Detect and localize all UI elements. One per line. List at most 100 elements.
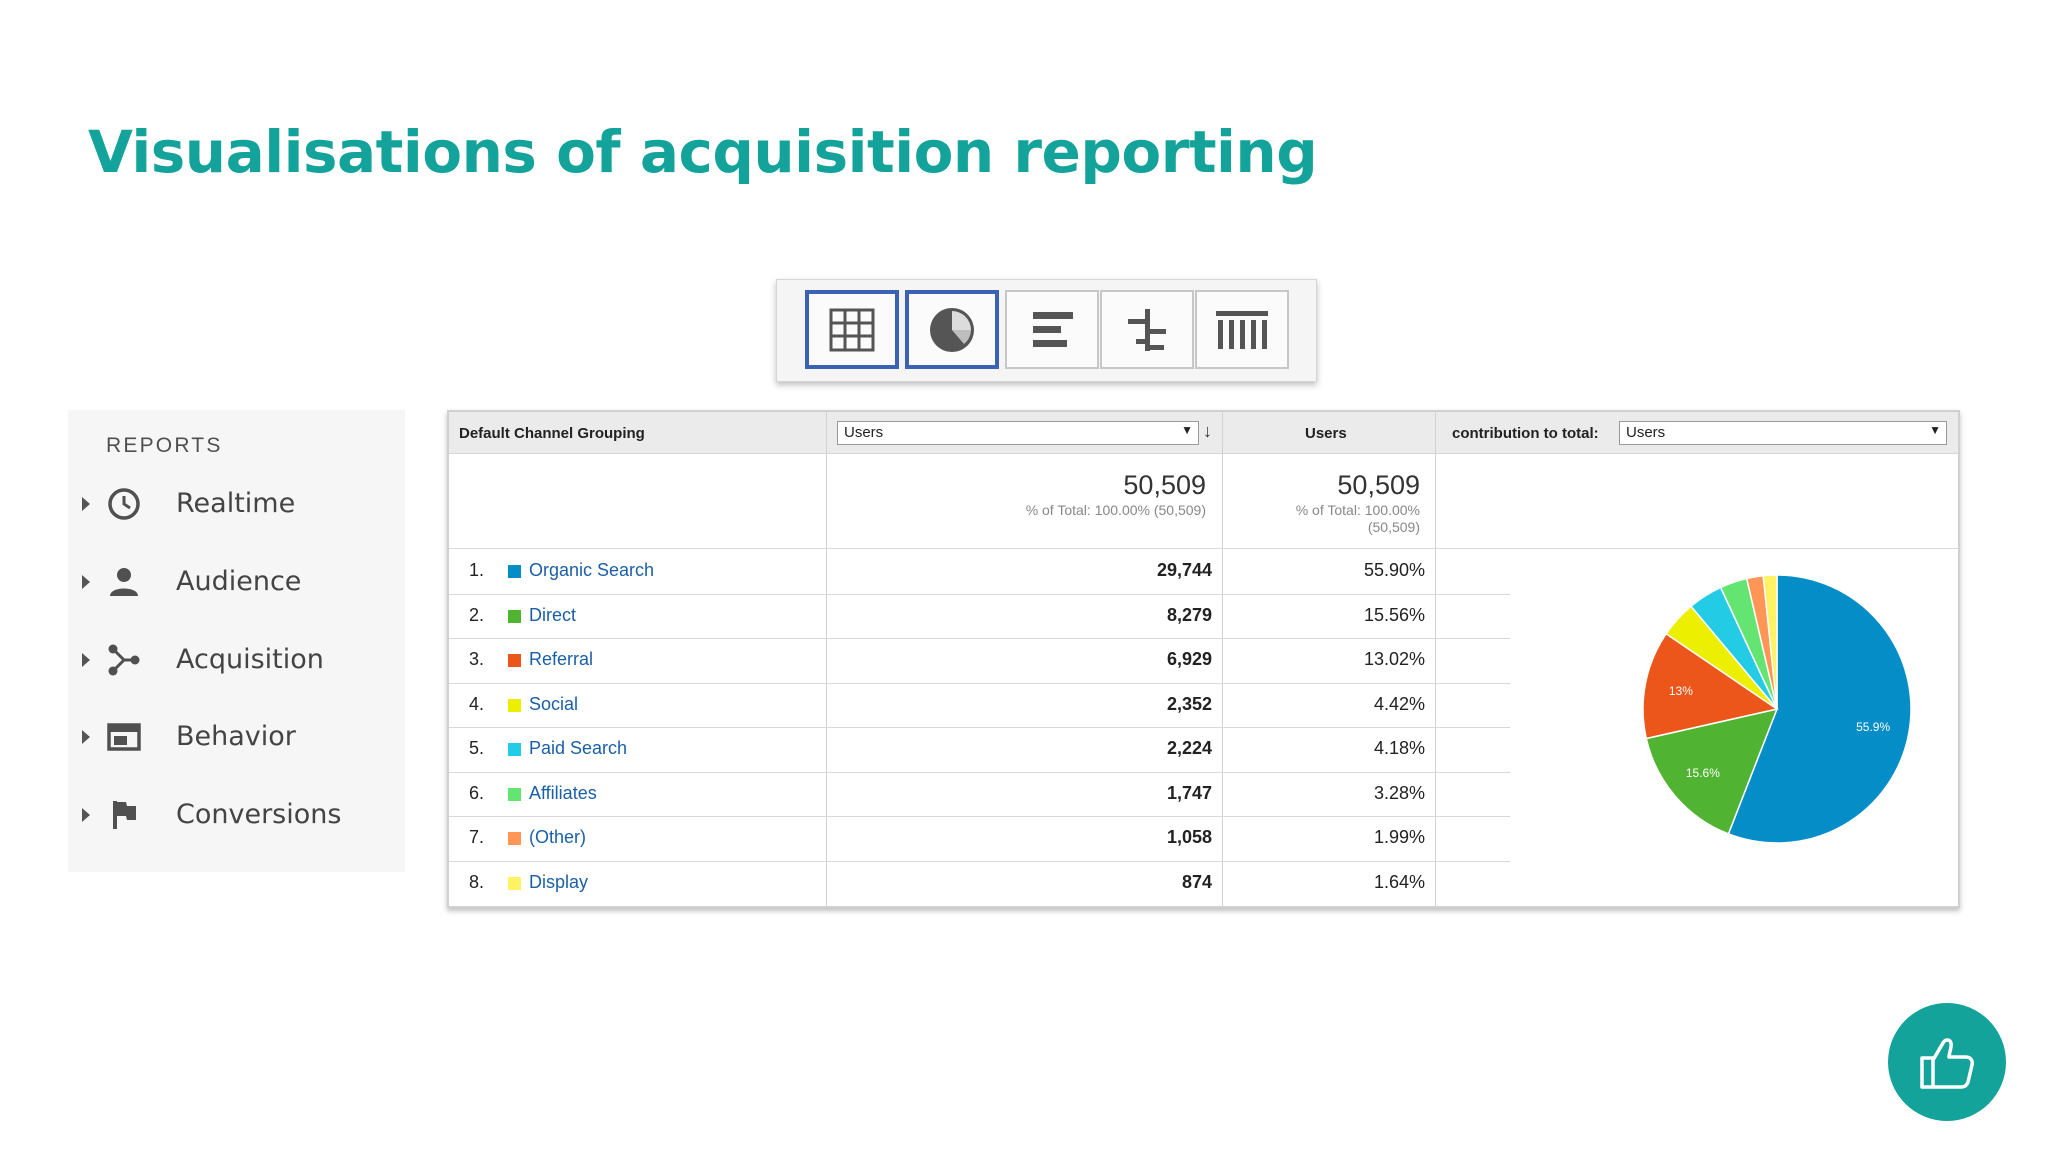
- legend-swatch: [508, 698, 521, 712]
- sidebar-item-realtime[interactable]: Realtime: [68, 474, 405, 534]
- row-number: 5.: [469, 738, 485, 758]
- total-metric-subtext: % of Total: 100.00% (50,509): [1025, 502, 1206, 518]
- channel-link[interactable]: (Other): [529, 827, 587, 847]
- acquisition-report-table: Default Channel Grouping Users ▼ ↓ Users…: [447, 410, 1960, 908]
- users-value: 8,279: [1166, 604, 1212, 625]
- contribution-pie-chart: 55.9% 15.6% 13%: [1510, 552, 1958, 906]
- users-value: 1,747: [1166, 782, 1212, 803]
- pie-slice-direct: [1645, 707, 1779, 835]
- legend-swatch: [508, 787, 521, 801]
- channel-link[interactable]: Organic Search: [529, 560, 655, 580]
- users-column-header[interactable]: Users: [1305, 425, 1347, 442]
- sidebar-item-conversions[interactable]: Conversions: [68, 785, 405, 845]
- row-number: 4.: [469, 693, 485, 714]
- legend-swatch: [508, 565, 521, 578]
- performance-view-button[interactable]: [1005, 290, 1099, 369]
- grid-table-icon: [829, 308, 875, 351]
- row-number: 7.: [469, 827, 485, 847]
- channel-link[interactable]: Paid Search: [529, 738, 628, 758]
- percent-value: 55.90%: [1363, 560, 1425, 580]
- sort-descending-icon[interactable]: ↓: [1203, 421, 1212, 441]
- sidebar-heading: REPORTS: [106, 434, 223, 457]
- comparison-icon: [1128, 308, 1166, 351]
- metric-select-value: Users: [844, 424, 884, 441]
- sidebar-item-label: Acquisition: [176, 644, 324, 675]
- channel-link[interactable]: Referral: [529, 649, 594, 669]
- percent-value: 4.18%: [1373, 738, 1425, 758]
- legend-swatch: [508, 876, 521, 890]
- metric-select[interactable]: Users ▼: [837, 421, 1199, 445]
- legend-swatch: [508, 743, 521, 756]
- sidebar-item-label: Behavior: [176, 721, 296, 752]
- channel-link[interactable]: Affiliates: [529, 782, 597, 803]
- dropdown-arrow-icon: ▼: [1929, 423, 1941, 437]
- pie-slice-organic-search: [1727, 574, 1912, 844]
- like-button[interactable]: [1888, 1003, 2006, 1121]
- pie-view-button[interactable]: [905, 290, 999, 369]
- visualization-toolbar: [776, 279, 1317, 382]
- pivot-view-button[interactable]: [1195, 290, 1289, 369]
- expand-caret-icon[interactable]: [82, 653, 90, 667]
- table-view-button[interactable]: [805, 290, 899, 369]
- sidebar-item-audience[interactable]: Audience: [68, 552, 405, 612]
- total-users-subtext-count: (50,509): [1367, 519, 1420, 535]
- expand-caret-icon[interactable]: [82, 808, 90, 822]
- bar-performance-icon: [1033, 311, 1073, 347]
- row-number: 2.: [469, 604, 485, 625]
- contribution-select-value: Users: [1626, 424, 1666, 441]
- pie-slice-label: 13%: [1669, 684, 1693, 698]
- users-value: 29,744: [1156, 560, 1212, 580]
- row-number: 3.: [469, 649, 485, 669]
- legend-swatch: [508, 832, 521, 845]
- users-value: 874: [1181, 871, 1212, 892]
- percent-value: 1.99%: [1373, 827, 1425, 847]
- clock-icon: [108, 488, 140, 520]
- percent-value: 13.02%: [1363, 649, 1425, 669]
- row-number: 6.: [469, 782, 485, 803]
- expand-caret-icon[interactable]: [82, 575, 90, 589]
- users-value: 6,929: [1166, 649, 1212, 669]
- users-value: 2,352: [1166, 693, 1212, 714]
- slide-title: Visualisations of acquisition reporting: [88, 118, 1318, 186]
- sidebar-item-label: Conversions: [176, 799, 342, 830]
- legend-swatch: [508, 609, 521, 623]
- percent-value: 15.56%: [1363, 604, 1425, 625]
- contribution-select[interactable]: Users ▼: [1619, 421, 1947, 445]
- total-metric-value: 50,509: [1123, 470, 1206, 500]
- pie-slice-label: 55.9%: [1856, 720, 1890, 734]
- row-number: 8.: [469, 871, 485, 892]
- users-value: 1,058: [1166, 827, 1212, 847]
- pivot-icon: [1216, 310, 1268, 349]
- channel-link[interactable]: Direct: [529, 604, 577, 625]
- expand-caret-icon[interactable]: [82, 497, 90, 511]
- behavior-icon: [107, 723, 141, 751]
- contribution-label: contribution to total:: [1452, 425, 1599, 442]
- dimension-column-header[interactable]: Default Channel Grouping: [459, 425, 645, 442]
- pie-chart-icon: [930, 307, 974, 352]
- pie-slice-referral: [1642, 632, 1779, 740]
- person-icon: [110, 568, 138, 596]
- legend-swatch: [508, 654, 521, 667]
- percent-value: 1.64%: [1373, 871, 1425, 892]
- percent-value: 3.28%: [1373, 782, 1425, 803]
- acquisition-icon: [108, 644, 140, 676]
- thumbs-up-icon: [1920, 1038, 1974, 1089]
- sidebar-item-behavior[interactable]: Behavior: [68, 707, 405, 767]
- pie-slice-label: 15.6%: [1686, 766, 1720, 780]
- channel-link[interactable]: Social: [529, 693, 579, 714]
- comparison-view-button[interactable]: [1100, 290, 1194, 369]
- users-value: 2,224: [1166, 738, 1212, 758]
- dropdown-arrow-icon: ▼: [1181, 423, 1193, 437]
- percent-value: 4.42%: [1373, 693, 1425, 714]
- sidebar-item-acquisition[interactable]: Acquisition: [68, 630, 405, 690]
- pie-slice-display: [1762, 574, 1778, 710]
- channel-link[interactable]: Display: [529, 871, 589, 892]
- expand-caret-icon[interactable]: [82, 730, 90, 744]
- total-users-subtext: % of Total: 100.00%: [1295, 502, 1420, 518]
- pie-chart-svg: 55.9% 15.6% 13%: [1642, 574, 1912, 844]
- reports-sidebar: REPORTS Realtime Audience Acquisition: [68, 410, 405, 872]
- total-users-value: 50,509: [1337, 470, 1420, 500]
- row-number: 1.: [469, 560, 485, 580]
- sidebar-item-label: Realtime: [176, 488, 296, 519]
- sidebar-item-label: Audience: [176, 566, 302, 597]
